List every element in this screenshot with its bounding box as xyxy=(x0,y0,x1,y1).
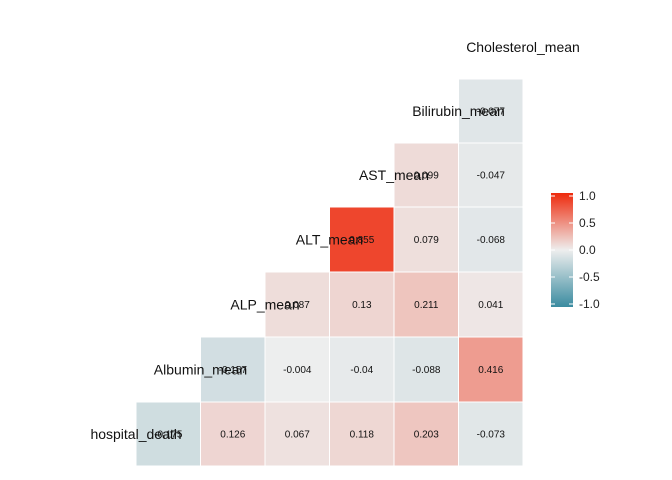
heatmap-cell xyxy=(200,336,266,403)
heatmap-cell xyxy=(393,401,459,467)
cell-value-label: -0.157 xyxy=(219,365,248,376)
cell-value-label: 0.067 xyxy=(285,430,310,441)
cell-value-label: -0.04 xyxy=(350,365,373,376)
variable-label: Cholesterol_mean xyxy=(466,39,580,55)
cell-value-label: 0.079 xyxy=(414,235,439,246)
cell-value-label: -0.175 xyxy=(154,430,183,441)
variable-label: ALT_mean xyxy=(296,232,363,248)
legend-color-bar xyxy=(551,193,573,307)
cell-value-label: -0.047 xyxy=(477,171,506,182)
heatmap-cell xyxy=(200,401,266,467)
row-labels: Cholesterol_mean Bilirubin_mean AST_mean AL… xyxy=(90,39,579,442)
legend-tick-label: 0.5 xyxy=(579,216,596,230)
cell-value-label: 0.855 xyxy=(349,235,374,246)
heatmap-cells: -0.077 0.099 -0.047 0.855 0.079 -0.068 0.087 0.… xyxy=(135,78,524,467)
variable-label: hospital_death xyxy=(90,426,181,442)
variable-label: Bilirubin_mean xyxy=(412,103,505,119)
cell-value-label: -0.004 xyxy=(283,365,312,376)
legend-tick-label: -1.0 xyxy=(579,297,600,311)
variable-label: ALP_mean xyxy=(230,297,299,313)
cell-value-label: 0.041 xyxy=(478,300,503,311)
cell-value-label: 0.126 xyxy=(220,430,245,441)
legend-tick-label: -0.5 xyxy=(579,270,600,284)
heatmap-cell xyxy=(329,336,395,403)
cell-value-label: -0.077 xyxy=(477,107,506,118)
cell-value-label: 0.203 xyxy=(414,430,439,441)
heatmap-cell xyxy=(393,271,459,338)
legend-tick-label: 0.0 xyxy=(579,243,596,257)
variable-label: Albumin_mean xyxy=(154,362,247,378)
heatmap-cell xyxy=(458,336,524,403)
heatmap-cell xyxy=(329,206,395,273)
cell-value-label: 0.099 xyxy=(414,171,439,182)
variable-label: AST_mean xyxy=(359,167,429,183)
heatmap-cell xyxy=(393,336,459,403)
cell-value-label: 0.416 xyxy=(478,365,503,376)
cell-value-label: -0.068 xyxy=(477,235,506,246)
cell-value-label: 0.118 xyxy=(350,430,375,441)
cell-value-label: 0.13 xyxy=(352,300,372,311)
heatmap-cell xyxy=(393,142,459,208)
cell-value-label: -0.073 xyxy=(477,430,506,441)
heatmap-cell xyxy=(458,78,524,144)
legend-tick-label: 1.0 xyxy=(579,189,596,203)
color-legend: 1.0 0.5 0.0 -0.5 -1.0 xyxy=(551,189,600,311)
heatmap-cell xyxy=(264,401,330,467)
cell-value-label: 0.211 xyxy=(414,300,439,311)
heatmap-cell xyxy=(264,336,330,403)
heatmap-cell xyxy=(458,401,524,467)
cell-value-label: -0.088 xyxy=(412,365,441,376)
heatmap-cell xyxy=(458,206,524,273)
heatmap-cell xyxy=(458,271,524,338)
cell-value-label: 0.087 xyxy=(285,300,310,311)
heatmap-cell xyxy=(329,271,395,338)
